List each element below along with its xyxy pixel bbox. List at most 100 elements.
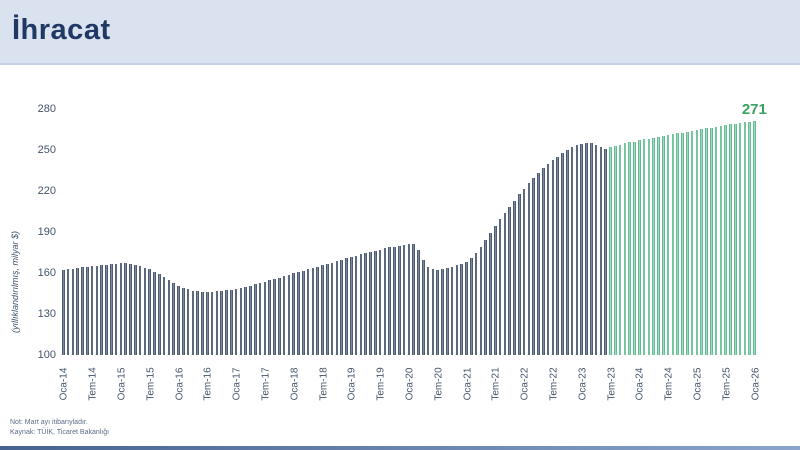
footnotes: Not: Mart ayı itibarıyladır. Kaynak: TÜİ… (10, 418, 109, 438)
actual-bar (431, 268, 435, 355)
y-axis-tick-label: 130 (37, 308, 56, 320)
forecast-bar (705, 128, 708, 355)
actual-bar (153, 271, 156, 355)
actual-bar (450, 266, 454, 355)
actual-bar (542, 168, 545, 355)
actual-bar (398, 245, 401, 355)
x-axis-tick-label: Oca-16 (174, 367, 186, 401)
actual-bar (206, 291, 209, 355)
forecast-bar (714, 126, 718, 355)
y-axis-tick-label: 250 (37, 143, 56, 156)
actual-bar (143, 267, 147, 355)
actual-bar (177, 285, 180, 355)
actual-bar (182, 287, 185, 355)
x-axis-tick-label: Tem-19 (375, 367, 387, 401)
x-axis-tick-label: Oca-15 (116, 367, 128, 401)
actual-bar (561, 153, 564, 355)
actual-bar (86, 266, 89, 355)
actual-bar (254, 284, 257, 355)
actual-bar (66, 269, 70, 355)
x-axis-tick-label: Oca-21 (462, 367, 474, 401)
x-axis-tick-label: Tem-23 (606, 367, 618, 401)
forecast-bar (666, 134, 670, 355)
actual-bar (297, 272, 300, 355)
actual-bar (278, 277, 281, 355)
actual-bar (167, 279, 171, 355)
x-axis-tick-label: Tem-14 (87, 367, 99, 401)
actual-bar (594, 144, 598, 355)
actual-bar (234, 288, 238, 355)
x-axis-tick-label: Tem-15 (145, 367, 157, 401)
actual-bar (316, 266, 320, 355)
forecast-bar (700, 129, 704, 355)
forecast-bar (734, 123, 737, 355)
actual-bar (489, 232, 492, 355)
forecast-bar (681, 132, 684, 355)
actual-bar (546, 164, 550, 355)
actual-bar (503, 212, 507, 355)
forecast-bar (609, 146, 612, 355)
actual-bar (172, 282, 176, 355)
actual-bar (292, 273, 296, 355)
actual-bar (498, 219, 502, 355)
forecast-bar (671, 134, 675, 355)
actual-bar (134, 264, 137, 355)
actual-bar (369, 251, 372, 355)
actual-bar (158, 274, 161, 355)
actual-bar (186, 289, 190, 355)
actual-bar (76, 267, 80, 355)
actual-bar (148, 269, 152, 355)
actual-bar (119, 263, 123, 355)
actual-bar (407, 244, 411, 355)
forecast-bar (638, 140, 641, 355)
actual-bar (426, 266, 430, 355)
actual-bar (263, 281, 267, 355)
actual-bar (474, 253, 478, 355)
actual-bar (527, 183, 531, 355)
forecast-bar (642, 139, 646, 355)
actual-bar (258, 283, 262, 355)
actual-bar (518, 194, 521, 355)
forecast-bar (710, 127, 713, 355)
actual-bar (402, 245, 406, 355)
actual-bar (95, 265, 99, 355)
forecast-bar (738, 123, 742, 355)
actual-bar (321, 265, 324, 355)
actual-bar (220, 290, 224, 355)
actual-bar (460, 264, 464, 355)
actual-bar (378, 249, 382, 355)
end-value-label: 271 (741, 101, 767, 119)
forecast-bar (657, 136, 660, 355)
actual-bar (110, 264, 113, 355)
forecast-bar (729, 124, 732, 355)
actual-bar (446, 267, 449, 355)
actual-bar (302, 270, 305, 355)
actual-bar (306, 269, 310, 355)
x-axis-tick-label: Tem-16 (202, 367, 214, 401)
actual-bar (129, 263, 132, 355)
x-axis-tick-label: Oca-23 (577, 367, 589, 401)
forecast-bar (618, 144, 622, 355)
actual-bar (287, 274, 291, 355)
actual-bar (162, 276, 166, 355)
actual-bar (455, 265, 459, 355)
actual-bar (422, 260, 425, 355)
actual-bar (570, 147, 574, 355)
x-axis-tick-label: Oca-18 (289, 367, 301, 401)
forecast-bar (652, 137, 656, 355)
actual-bar (335, 261, 339, 355)
x-axis-tick-label: Oca-26 (750, 367, 762, 401)
actual-bar (537, 173, 540, 355)
y-axis-title: (yıllıklandırılmış, milyar $) (10, 230, 20, 334)
x-axis-tick-label: Tem-21 (490, 367, 502, 401)
actual-bar (441, 268, 444, 355)
actual-bar (590, 143, 593, 355)
actual-bar (249, 285, 252, 355)
forecast-bar (690, 130, 694, 355)
y-axis-tick-label: 220 (37, 185, 56, 197)
forecast-bar (719, 125, 723, 355)
actual-bar (345, 258, 348, 355)
forecast-bar (724, 125, 728, 355)
actual-bar (282, 276, 286, 355)
actual-bar (215, 291, 219, 355)
